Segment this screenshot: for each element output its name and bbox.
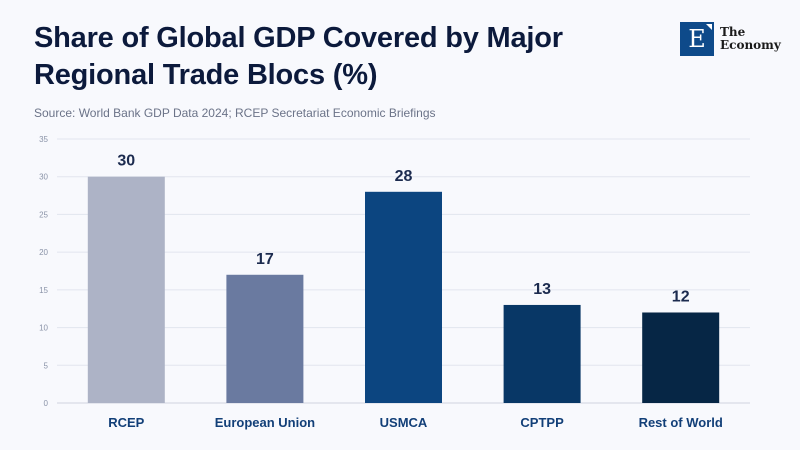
logo-corner-icon	[706, 24, 712, 30]
logo-mark-icon: E	[680, 22, 714, 56]
x-tick-label: European Union	[215, 415, 315, 430]
bar	[87, 176, 165, 403]
logo-letter: E	[688, 25, 706, 53]
bar	[503, 304, 581, 403]
logo-text-line2: Economy	[720, 38, 781, 52]
bar	[365, 191, 442, 403]
y-tick-label: 30	[39, 173, 48, 182]
data-label: 28	[395, 168, 413, 185]
data-label: 30	[117, 153, 135, 170]
bar	[226, 274, 304, 403]
y-tick-label: 0	[44, 399, 49, 408]
logo-text-line1: The	[720, 25, 746, 39]
data-label: 12	[672, 288, 690, 305]
data-label: 13	[533, 281, 551, 298]
x-tick-label: Rest of World	[639, 415, 723, 430]
y-tick-label: 35	[39, 135, 48, 144]
x-tick-label: RCEP	[108, 415, 144, 430]
chart-source: Source: World Bank GDP Data 2024; RCEP S…	[34, 106, 436, 120]
y-tick-label: 25	[39, 210, 48, 219]
x-tick-label: CPTPP	[520, 415, 564, 430]
data-label: 17	[256, 251, 274, 268]
y-tick-label: 5	[44, 361, 49, 370]
y-tick-label: 20	[39, 248, 48, 257]
bar	[642, 312, 720, 403]
y-tick-label: 15	[39, 286, 48, 295]
y-tick-label: 10	[39, 324, 48, 333]
the-economy-logo: E The Economy	[680, 22, 781, 56]
chart-title: Share of Global GDP Covered by Major Reg…	[34, 22, 563, 91]
x-tick-label: USMCA	[380, 415, 428, 430]
logo-text: The Economy	[720, 26, 781, 52]
